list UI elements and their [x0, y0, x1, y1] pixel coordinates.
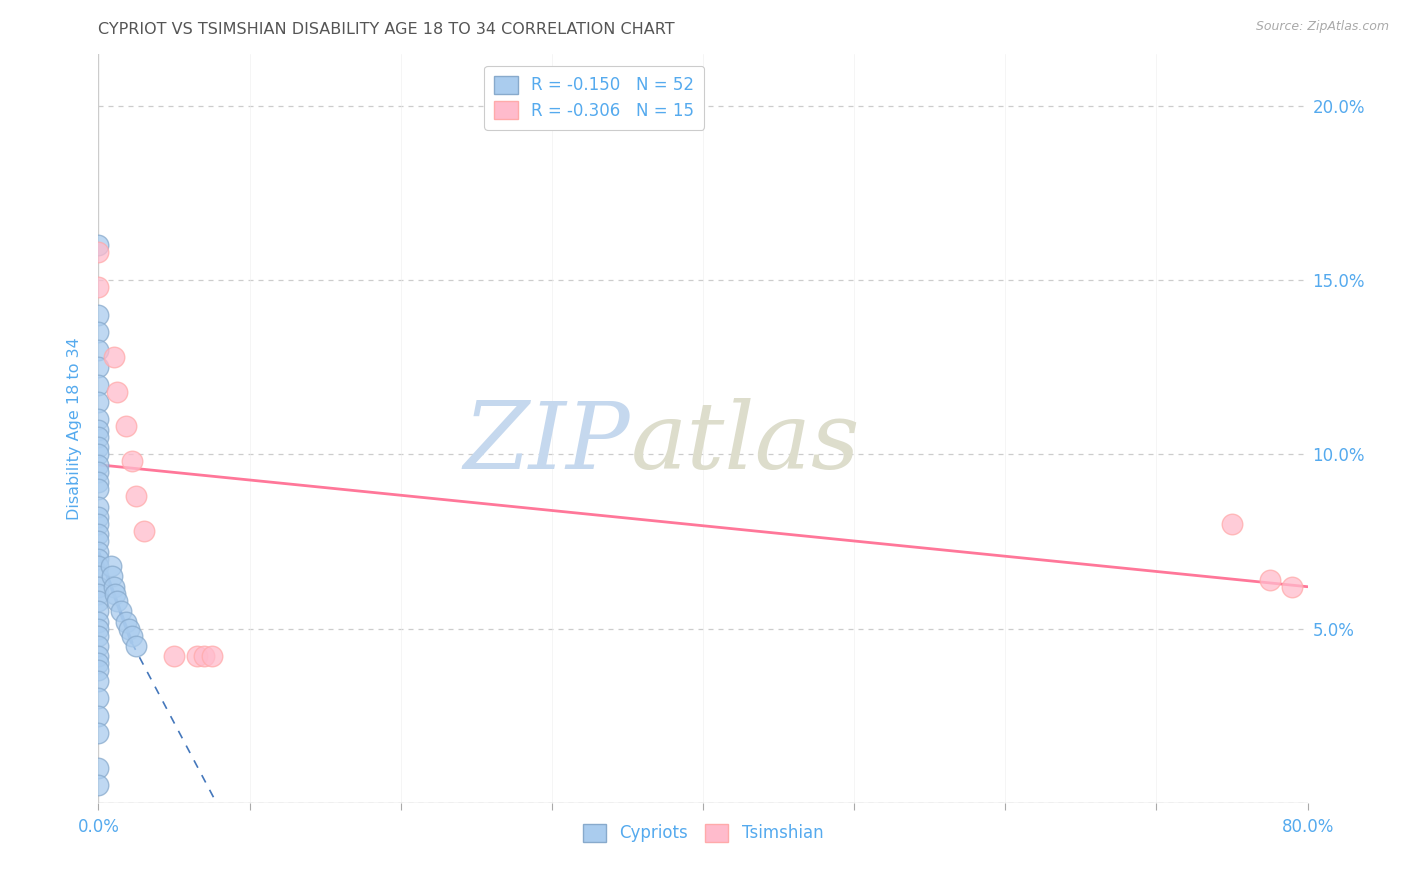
Point	[87, 673, 110, 688]
Point	[87, 377, 110, 392]
Point	[121, 454, 143, 468]
Point	[87, 534, 110, 549]
Text: atlas: atlas	[630, 398, 860, 488]
Point	[87, 475, 110, 490]
Point	[87, 691, 110, 706]
Point	[87, 360, 110, 375]
Point	[87, 604, 110, 618]
Point	[87, 430, 110, 444]
Point	[87, 516, 110, 531]
Point	[87, 326, 110, 340]
Point	[87, 423, 110, 437]
Point	[87, 649, 110, 664]
Point	[87, 628, 110, 642]
Y-axis label: Disability Age 18 to 34: Disability Age 18 to 34	[67, 337, 83, 519]
Point	[201, 649, 224, 664]
Point	[101, 569, 124, 583]
Point	[87, 569, 110, 583]
Point	[87, 412, 110, 426]
Point	[1258, 573, 1281, 587]
Point	[87, 708, 110, 723]
Point	[87, 440, 110, 454]
Point	[87, 622, 110, 636]
Point	[125, 639, 148, 653]
Point	[87, 778, 110, 792]
Point	[87, 245, 110, 260]
Point	[87, 395, 110, 409]
Point	[121, 628, 143, 642]
Point	[87, 510, 110, 524]
Point	[87, 527, 110, 541]
Point	[114, 615, 136, 629]
Point	[87, 447, 110, 461]
Point	[87, 580, 110, 594]
Point	[163, 649, 186, 664]
Point	[100, 558, 122, 573]
Legend: Cypriots, Tsimshian: Cypriots, Tsimshian	[575, 815, 831, 851]
Point	[87, 343, 110, 357]
Point	[186, 649, 208, 664]
Point	[87, 615, 110, 629]
Text: Source: ZipAtlas.com: Source: ZipAtlas.com	[1256, 20, 1389, 33]
Point	[87, 308, 110, 322]
Point	[87, 726, 110, 740]
Point	[193, 649, 215, 664]
Point	[132, 524, 155, 538]
Point	[87, 587, 110, 601]
Point	[1281, 580, 1303, 594]
Point	[87, 238, 110, 252]
Point	[118, 622, 141, 636]
Text: ZIP: ZIP	[464, 398, 630, 488]
Point	[103, 580, 125, 594]
Text: CYPRIOT VS TSIMSHIAN DISABILITY AGE 18 TO 34 CORRELATION CHART: CYPRIOT VS TSIMSHIAN DISABILITY AGE 18 T…	[98, 22, 675, 37]
Point	[104, 587, 127, 601]
Point	[87, 558, 110, 573]
Point	[87, 639, 110, 653]
Point	[87, 458, 110, 472]
Point	[1220, 516, 1243, 531]
Point	[110, 604, 132, 618]
Point	[87, 482, 110, 496]
Point	[105, 593, 128, 607]
Point	[125, 489, 148, 503]
Point	[87, 280, 110, 294]
Point	[87, 664, 110, 678]
Point	[87, 545, 110, 559]
Point	[105, 384, 128, 399]
Point	[87, 593, 110, 607]
Point	[87, 657, 110, 671]
Point	[103, 350, 125, 364]
Point	[114, 419, 136, 434]
Point	[87, 465, 110, 479]
Point	[87, 500, 110, 514]
Point	[87, 552, 110, 566]
Point	[87, 761, 110, 775]
